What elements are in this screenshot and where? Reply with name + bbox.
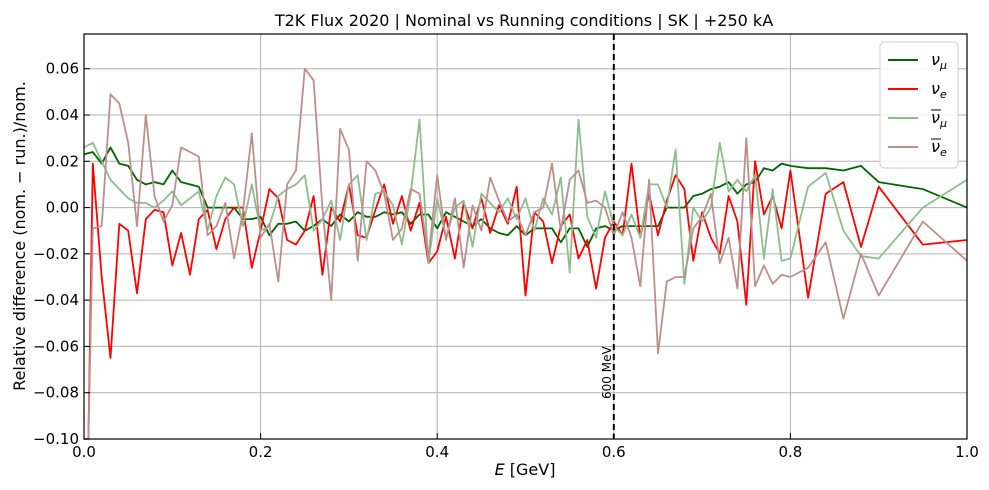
plot-frame	[83, 33, 968, 440]
legend-label-3: νμ	[931, 108, 947, 130]
y-tick-label: −0.04	[33, 291, 79, 309]
series-line-4	[84, 67, 968, 440]
y-tick-label: −0.08	[33, 384, 79, 402]
y-tick-label: 0.04	[46, 106, 79, 124]
y-tick-label: −0.02	[33, 245, 79, 263]
y-tick-label: 0.00	[46, 199, 79, 217]
threshold-label: 600 MeV	[600, 346, 614, 399]
legend-label-1: νμ	[931, 50, 947, 72]
y-tick-label: −0.10	[33, 430, 79, 448]
series-line-3	[83, 118, 968, 285]
legend-label-4: νe	[931, 137, 947, 159]
x-axis-label: E [GeV]	[495, 460, 556, 479]
plot-area: 600 MeV 0.0 0.2 0.4 0.6 0.8 1.0 −0.10 −0.08 −0.0…	[33, 33, 979, 461]
legend-label-2: νe	[931, 79, 947, 101]
plot-background	[84, 34, 967, 439]
y-tick-label: −0.06	[33, 337, 79, 355]
chart-title: T2K Flux 2020 | Nominal vs Running condi…	[274, 11, 773, 30]
x-tick-label: 0.4	[425, 443, 449, 461]
x-tick-label: 1.0	[955, 443, 979, 461]
y-axis-label: Relative difference (nom. − run.)/nom.	[10, 81, 29, 391]
x-tick-label: 0.2	[249, 443, 273, 461]
y-tick-label: 0.02	[46, 152, 79, 170]
x-tick-label: 0.0	[72, 443, 96, 461]
x-tick-label: 0.8	[778, 443, 802, 461]
x-tick-label: 0.6	[602, 443, 626, 461]
y-tick-label: 0.06	[46, 60, 79, 78]
legend: νμ νe νμ νe	[879, 41, 959, 169]
series-lines	[83, 67, 968, 440]
legend-box	[879, 41, 959, 169]
axis-ticks: 0.0 0.2 0.4 0.6 0.8 1.0 −0.10 −0.08 −0.06 −0.04 −0…	[33, 60, 979, 461]
